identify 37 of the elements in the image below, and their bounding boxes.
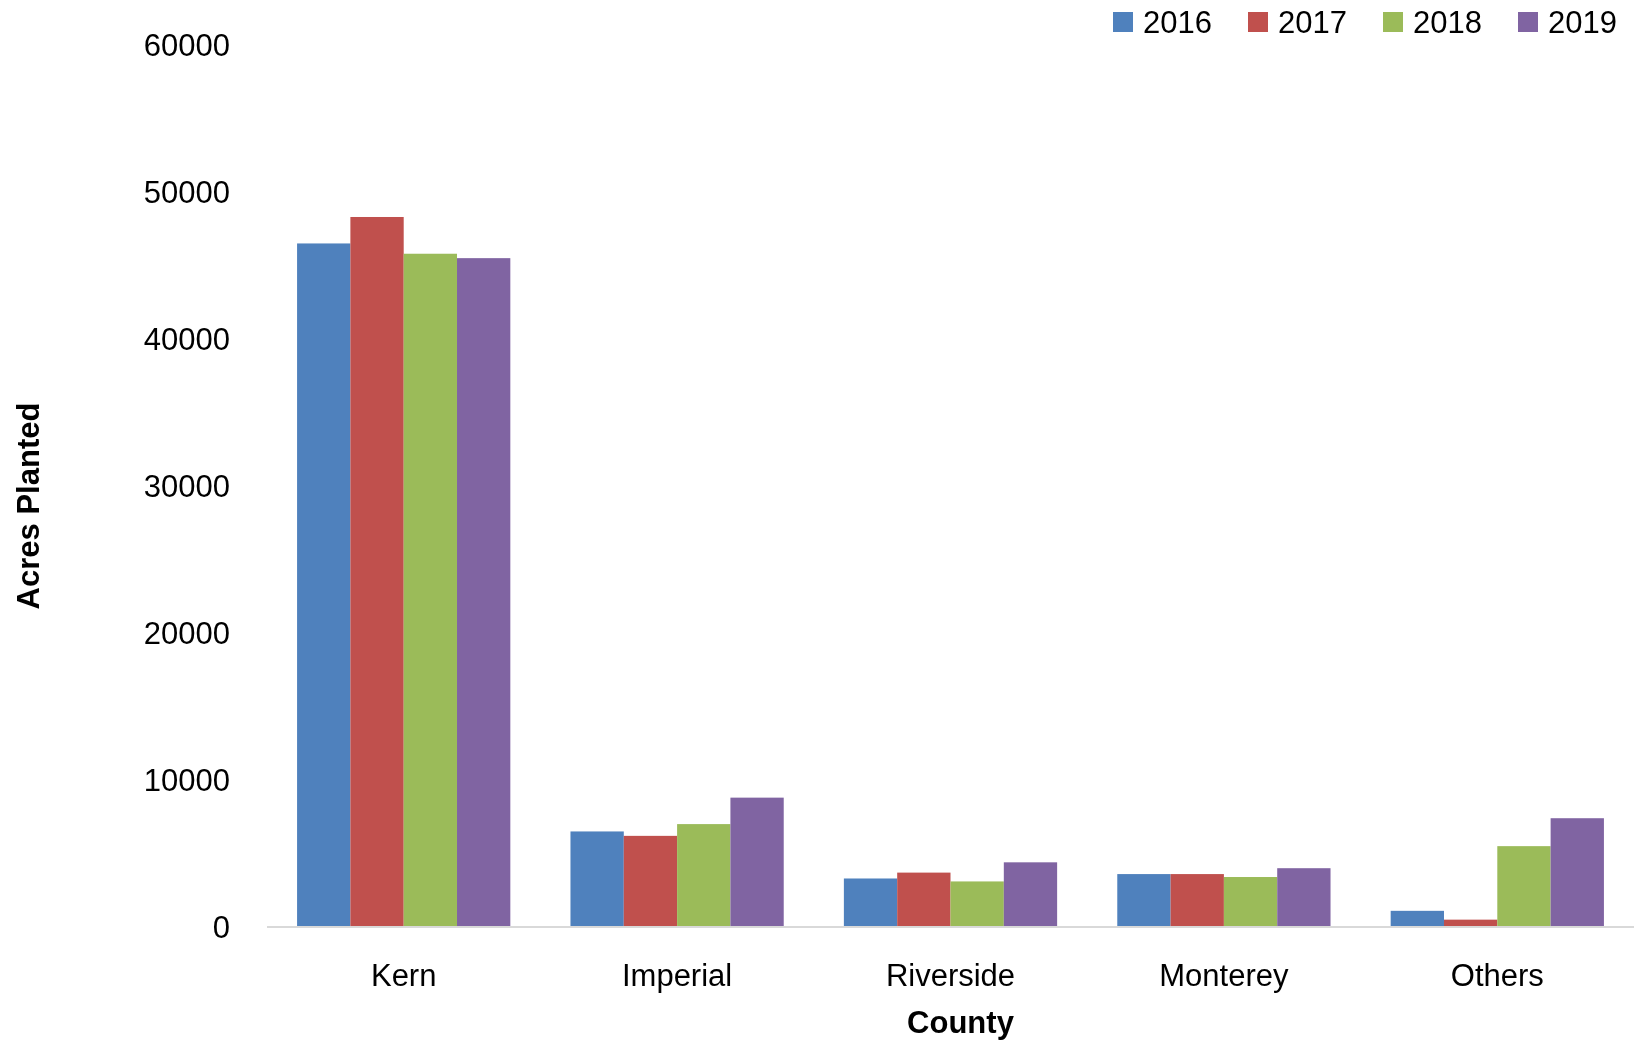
bar xyxy=(1117,874,1171,927)
bar xyxy=(570,831,624,927)
y-tick-label: 10000 xyxy=(143,762,230,798)
x-tick-label: Monterey xyxy=(1159,957,1290,993)
y-axis-title: Acres Planted xyxy=(10,402,46,610)
bar xyxy=(1170,874,1224,927)
bar xyxy=(350,216,404,927)
legend-label: 2019 xyxy=(1548,4,1617,40)
bar xyxy=(1003,862,1058,927)
bar xyxy=(403,253,458,927)
legend-label: 2018 xyxy=(1413,4,1482,40)
x-axis-title: County xyxy=(907,1004,1015,1040)
bar xyxy=(1277,868,1331,927)
y-tick-label: 50000 xyxy=(143,174,230,210)
y-tick-label: 0 xyxy=(212,909,230,945)
bar xyxy=(1497,846,1551,927)
bar xyxy=(1550,818,1604,927)
y-tick-label: 20000 xyxy=(143,615,230,651)
legend-label: 2016 xyxy=(1143,4,1212,40)
y-tick-label: 30000 xyxy=(143,468,230,504)
x-tick-label: Kern xyxy=(370,957,437,993)
x-tick-label: Others xyxy=(1450,957,1544,993)
y-tick-label: 60000 xyxy=(143,27,230,63)
bar xyxy=(677,824,731,927)
bar xyxy=(1390,910,1444,927)
bar xyxy=(457,258,511,927)
x-tick-label: Imperial xyxy=(621,957,733,993)
legend-label: 2017 xyxy=(1278,4,1347,40)
bar xyxy=(730,797,784,927)
bar xyxy=(297,243,351,927)
bar xyxy=(1223,877,1278,927)
bar xyxy=(897,872,951,927)
x-tick-label: Riverside xyxy=(885,957,1016,993)
bar xyxy=(843,878,898,927)
bar xyxy=(950,881,1004,927)
bar xyxy=(623,835,678,927)
y-tick-label: 40000 xyxy=(143,321,230,357)
